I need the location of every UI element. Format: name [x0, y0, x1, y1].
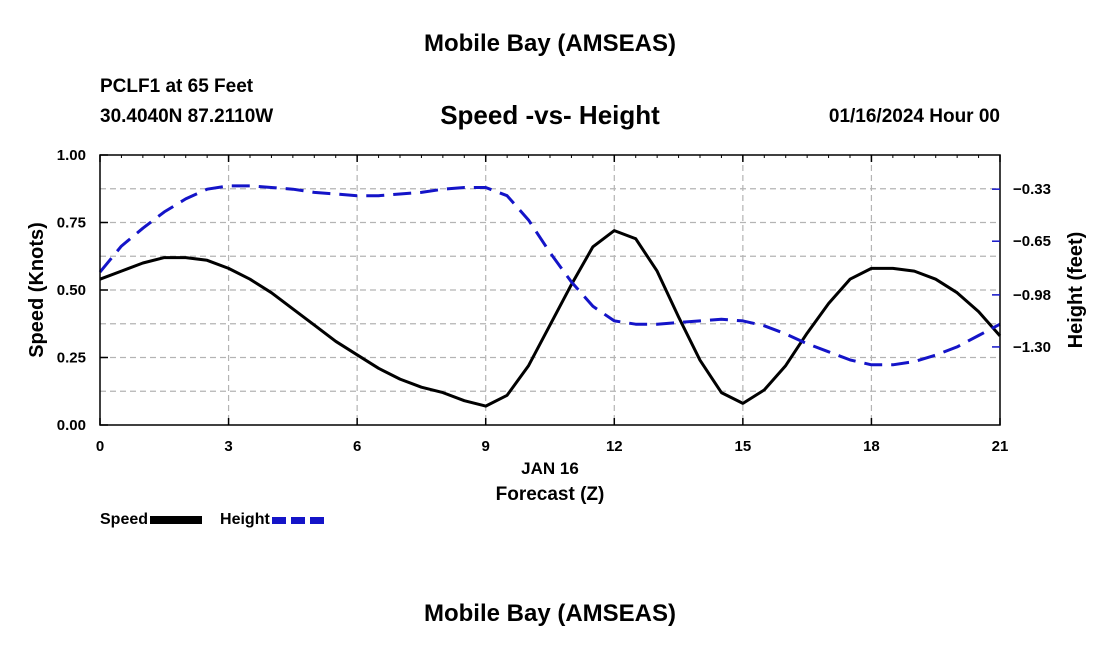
chart-title: Mobile Bay (AMSEAS): [423, 30, 677, 57]
y-tick-label-0: 0.00: [57, 417, 86, 434]
y2-tick-label-0: −0.33: [1013, 181, 1051, 198]
x-tick-label-9: 9: [482, 438, 490, 455]
y-tick-labels: 0.00 0.25 0.50 0.75 1.00: [57, 147, 86, 434]
legend-label-height: Height: [220, 511, 270, 528]
forecast-date-label: 01/16/2024 Hour 00: [828, 106, 1000, 127]
chart-title-repeat: Mobile Bay (AMSEAS): [423, 600, 677, 627]
y2-tick-label-3: −1.30: [1013, 339, 1051, 356]
legend-item-speed: Speed: [100, 511, 203, 529]
legend-swatch-speed: [150, 516, 203, 524]
y-tick-label-0.75: 0.75: [57, 215, 86, 232]
y-axis-title: Speed (Knots): [26, 222, 48, 358]
y2-tick-label-1: −0.65: [1013, 233, 1051, 250]
legend-swatch-height: [271, 516, 324, 524]
series-layer: [98, 184, 1002, 408]
x-tick-label-0: 0: [96, 438, 104, 455]
x-tick-label-15: 15: [735, 438, 752, 455]
y2-axis-title: Height (feet): [1065, 232, 1087, 349]
x-tick-label-6: 6: [353, 438, 361, 455]
x-axis-title: Forecast (Z): [496, 484, 605, 505]
y2-tick-labels: −0.33 −0.65 −0.98 −1.30: [1013, 181, 1051, 356]
y-tick-label-0.25: 0.25: [57, 350, 86, 367]
legend-item-height: Height: [220, 511, 324, 529]
grid-lines: [100, 155, 1000, 425]
x-axis-date-label: JAN 16: [521, 459, 579, 478]
x-tick-label-21: 21: [992, 438, 1009, 455]
station-label: PCLF1 at 65 Feet: [100, 76, 254, 97]
series-line-speed: [99, 229, 1002, 408]
x-tick-label-3: 3: [224, 438, 232, 455]
y-tick-label-0.5: 0.50: [57, 282, 86, 299]
series-line-height: [98, 184, 1001, 367]
tick-marks: [99, 154, 1001, 426]
x-tick-label-18: 18: [863, 438, 880, 455]
x-tick-labels: 0 3 6 9 12 15 18 21: [96, 438, 1009, 455]
chart-legend: Speed Height: [100, 509, 324, 531]
y2-tick-label-2: −0.98: [1013, 287, 1051, 304]
legend-label-speed: Speed: [100, 511, 149, 528]
chart-subtitle: Speed -vs- Height: [440, 100, 660, 130]
coordinates-label: 30.4040N 87.2110W: [100, 106, 274, 127]
x-tick-label-12: 12: [606, 438, 623, 455]
y-tick-label-1: 1.00: [57, 147, 86, 164]
